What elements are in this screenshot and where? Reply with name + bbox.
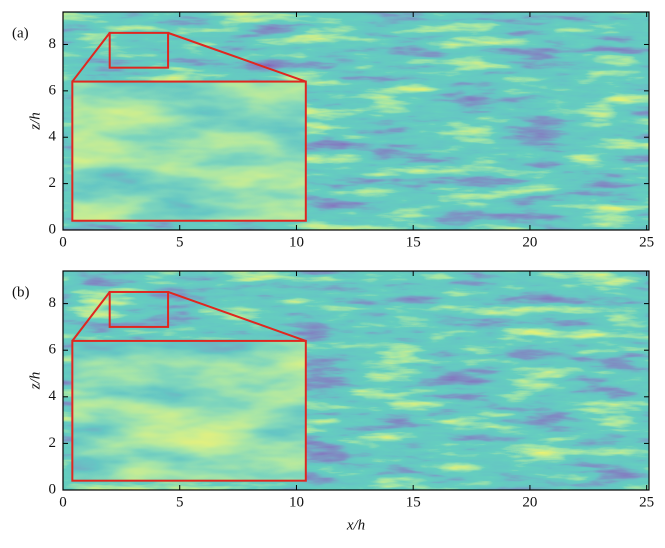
x-tick-label: 20 xyxy=(522,494,537,510)
y-tick-label: 6 xyxy=(49,82,57,98)
y-tick-label: 4 xyxy=(49,129,57,145)
connector xyxy=(71,32,111,83)
x-tick-label: 5 xyxy=(176,234,184,250)
y-tick-label: 8 xyxy=(49,295,57,311)
axes-frame xyxy=(62,11,650,231)
y-axis-label: z/h xyxy=(27,372,43,391)
x-tick-label: 10 xyxy=(289,494,304,510)
connector xyxy=(71,291,111,342)
inset-image xyxy=(72,340,306,481)
x-axis-label: x/h xyxy=(346,517,365,533)
connector xyxy=(167,291,307,342)
y-tick-label: 0 xyxy=(49,221,57,237)
inset-frame xyxy=(71,80,307,222)
x-tick-label: 0 xyxy=(59,494,67,510)
inset-image xyxy=(72,81,306,221)
zoom-box xyxy=(108,31,170,69)
axes-frame xyxy=(62,270,650,491)
connector xyxy=(167,31,307,83)
panel-label: (a) xyxy=(12,25,29,41)
y-tick-label: 4 xyxy=(49,388,57,404)
panel-label: (b) xyxy=(12,284,30,300)
x-tick-label: 10 xyxy=(289,234,304,250)
x-tick-label: 20 xyxy=(522,234,537,250)
y-tick-label: 8 xyxy=(49,36,57,52)
x-tick-label: 15 xyxy=(406,234,421,250)
inset-frame xyxy=(71,339,307,482)
x-tick-label: 0 xyxy=(59,234,67,250)
y-axis-label: z/h xyxy=(27,112,43,131)
x-tick-label: 25 xyxy=(639,234,654,250)
y-tick-label: 6 xyxy=(49,342,57,358)
x-tick-label: 25 xyxy=(639,494,654,510)
x-tick-label: 5 xyxy=(176,494,184,510)
y-tick-label: 0 xyxy=(49,481,57,497)
y-tick-label: 2 xyxy=(49,435,57,451)
zoom-box xyxy=(108,290,170,328)
x-tick-label: 15 xyxy=(406,494,421,510)
y-tick-label: 2 xyxy=(49,175,57,191)
